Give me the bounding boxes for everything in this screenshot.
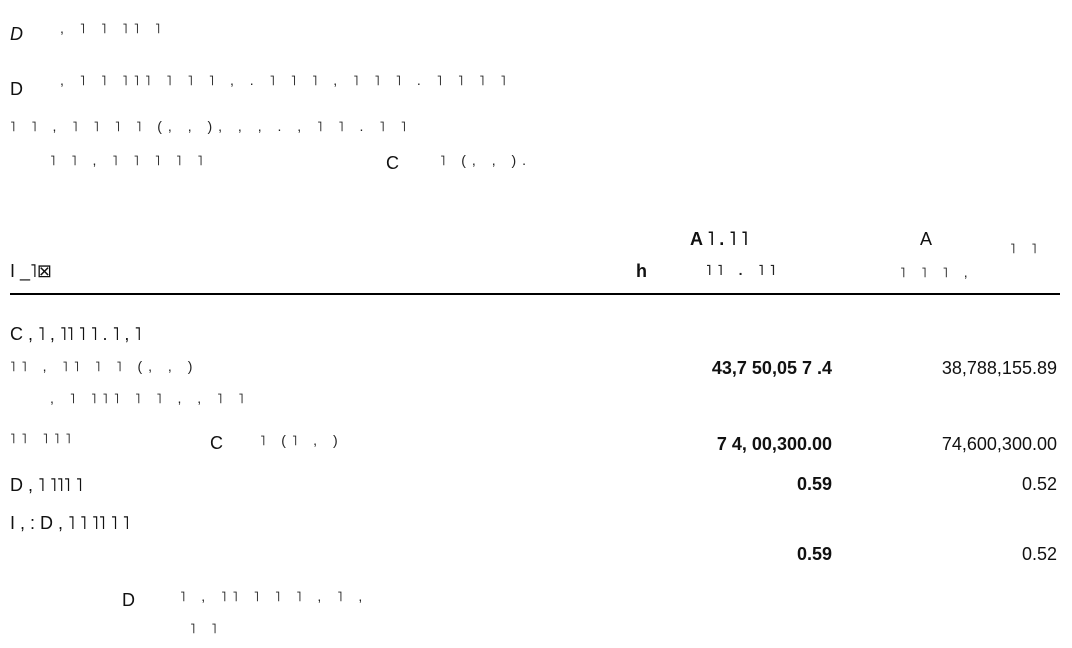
row-value-col3: 38,788,155.89: [857, 358, 1057, 379]
row-value-col3: 74,600,300.00: [857, 434, 1057, 455]
intro-line-1-tail: , ˥ ˥ ˥˥ ˥: [60, 20, 166, 36]
header-col2-bottom: ˥˥ . ˥˥: [706, 262, 781, 278]
intro-line-4-tail: ˥ (, , ).: [440, 152, 532, 168]
intro-line-2-lead: D: [10, 78, 23, 100]
row-label-line: ˥ (˥ , ): [260, 432, 344, 448]
row-label-line: , ˥ ˥˥˥ ˥ ˥ , , ˥ ˥: [50, 390, 250, 406]
header-col2-top: A ˥ . ˥ ˥: [690, 228, 748, 250]
row-label-line: ˥ ˥: [190, 620, 223, 636]
header-col3-top: A: [920, 228, 932, 250]
row-value-col3: 0.52: [857, 544, 1057, 565]
row-label-line: C: [210, 432, 223, 454]
row-value-col2: 7 4, 00,300.00: [632, 434, 832, 455]
header-col2-mid: h: [636, 260, 647, 282]
row-label-line: D , ˥ ˥˥˥ ˥: [10, 474, 82, 496]
row-label-line: ˥ , ˥˥ ˥ ˥ ˥ , ˥ ,: [180, 588, 368, 604]
row-label-line: I , : D , ˥ ˥ ˥˥ ˥ ˥: [10, 512, 129, 534]
intro-line-2-tail: , ˥ ˥ ˥˥˥ ˥ ˥ ˥ , . ˥ ˥ ˥ , ˥ ˥ ˥ . ˥ ˥ …: [60, 72, 512, 88]
row-label-line: ˥˥ ˥˥˥: [10, 430, 77, 446]
row-value-col2: 0.59: [632, 474, 832, 495]
intro-line-3: ˥ ˥ , ˥ ˥ ˥ ˥ (, , ), , , . , ˥ ˥ . ˥ ˥: [10, 118, 412, 134]
row-label-line: C , ˥ , ˥˥ ˥ ˥ . ˥ , ˥: [10, 323, 141, 345]
header-col1: I _˥⊠: [10, 260, 52, 282]
row-value-col3: 0.52: [857, 474, 1057, 495]
row-value-col2: 0.59: [632, 544, 832, 565]
intro-line-4-mark: C: [386, 152, 399, 174]
header-col3-side: ˥ ˥: [1010, 240, 1043, 256]
intro-line-4-lead: ˥ ˥ , ˥ ˥ ˥ ˥ ˥: [50, 152, 209, 168]
intro-line-1-lead: D: [10, 23, 23, 45]
row-value-col2: 43,7 50,05 7 .4: [632, 358, 832, 379]
row-label-line: D: [122, 589, 135, 611]
header-divider: [10, 293, 1060, 295]
header-col3-bottom: ˥ ˥ ˥ ,: [900, 264, 974, 280]
row-label-line: ˥˥ , ˥˥ ˥ ˥ (, , ): [10, 358, 198, 374]
